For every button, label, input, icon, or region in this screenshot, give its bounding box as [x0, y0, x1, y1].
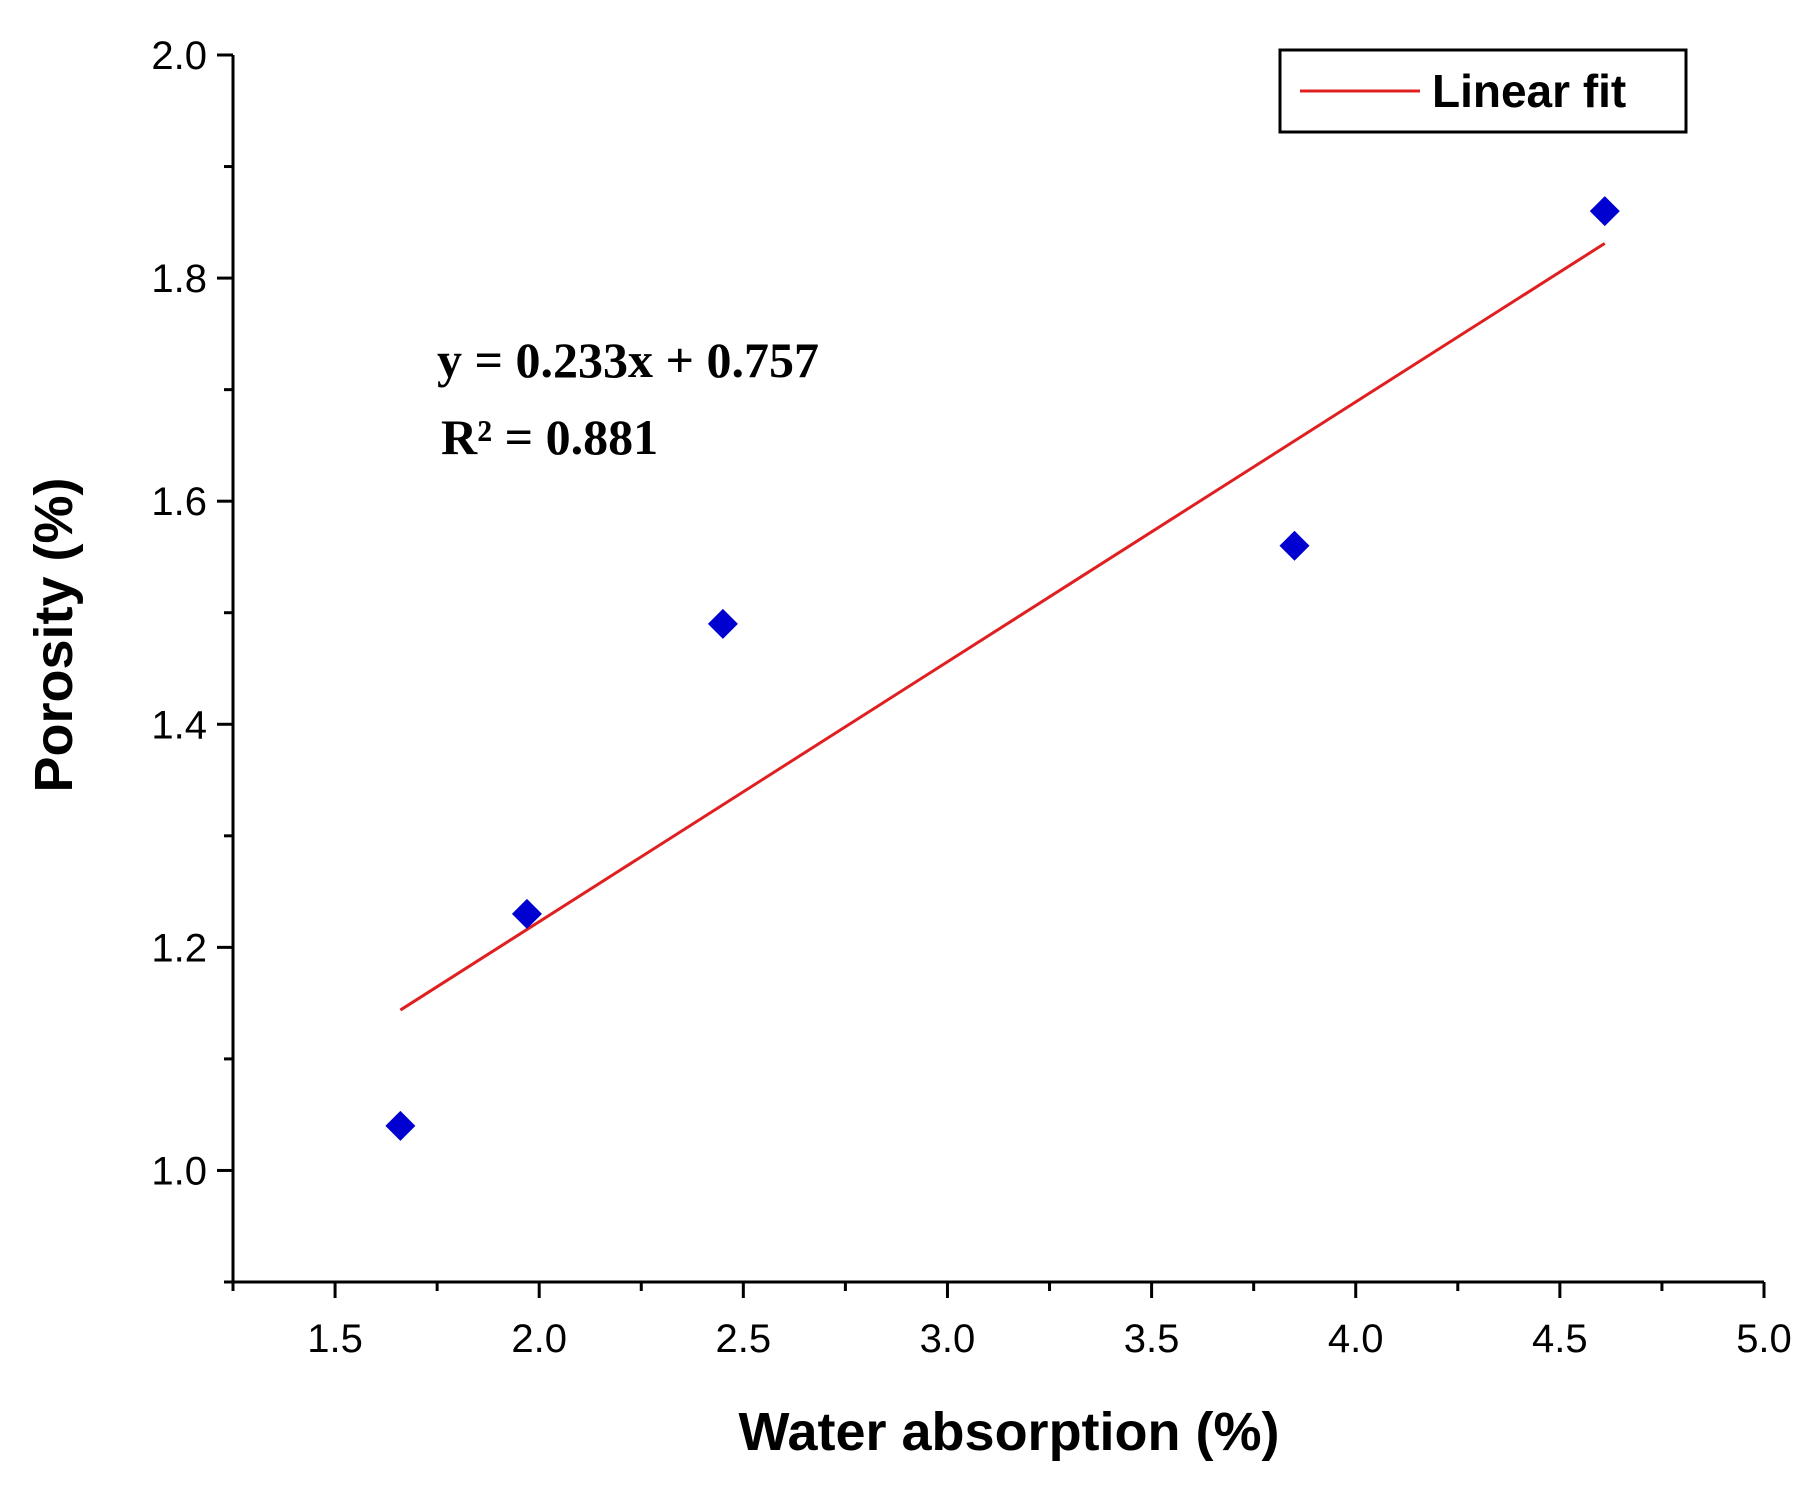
y-tick-label: 1.2	[151, 926, 207, 970]
fit-layer	[399, 242, 1606, 1012]
legend-label: Linear fit	[1432, 65, 1626, 117]
data-point	[707, 608, 738, 639]
x-tick-label: 5.0	[1736, 1317, 1792, 1361]
fit-equation: y = 0.233x + 0.757	[437, 332, 819, 388]
y-axis-title: Porosity (%)	[24, 477, 84, 792]
x-axis-title: Water absorption (%)	[738, 1402, 1279, 1462]
ticks	[217, 53, 1766, 1298]
y-tick-label: 1.4	[151, 703, 207, 747]
y-tick-label: 1.8	[151, 257, 207, 301]
data-point	[511, 898, 542, 929]
r-squared-label: R² = 0.881	[441, 409, 658, 465]
x-tick-label: 2.0	[511, 1317, 567, 1361]
linear-fit-line	[399, 242, 1606, 1012]
x-tick-label: 3.5	[1124, 1317, 1180, 1361]
x-tick-label: 4.0	[1328, 1317, 1384, 1361]
data-point	[385, 1110, 416, 1141]
y-tick-label: 2.0	[151, 34, 207, 78]
x-tick-label: 4.5	[1532, 1317, 1588, 1361]
axes	[231, 55, 1764, 1284]
y-tick-label: 1.0	[151, 1149, 207, 1193]
y-tick-label: 1.6	[151, 480, 207, 524]
x-tick-label: 3.0	[920, 1317, 976, 1361]
tick-labels: 1.5 2.0 2.5 3.0 3.5 4.0 4.5 5.0 1.0 1.2 1.4 1.6 1.8 2…	[151, 34, 1791, 1361]
data-point	[1279, 530, 1310, 561]
x-tick-label: 1.5	[307, 1317, 363, 1361]
legend: Linear fit	[1278, 48, 1688, 134]
x-tick-label: 2.5	[716, 1317, 772, 1361]
data-points	[385, 196, 1620, 1141]
data-point	[1589, 196, 1620, 227]
